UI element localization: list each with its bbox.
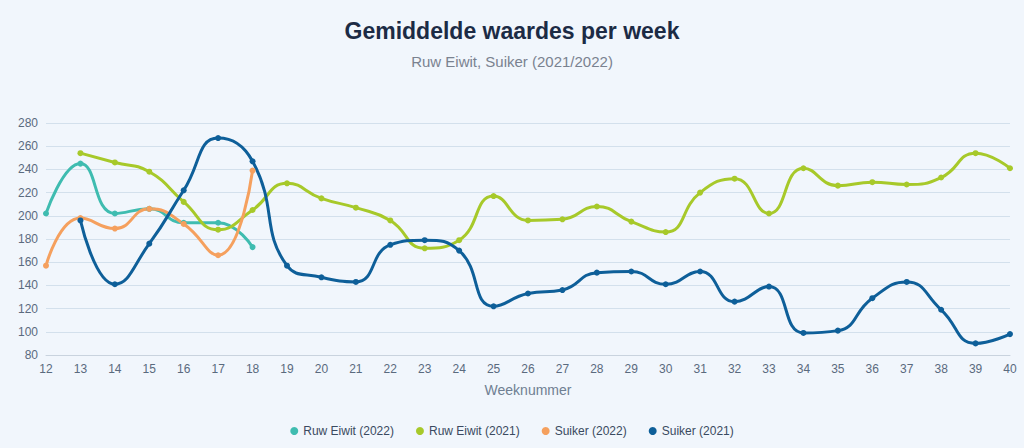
svg-text:40: 40 — [1003, 362, 1017, 376]
svg-text:22: 22 — [384, 362, 398, 376]
svg-text:80: 80 — [25, 348, 39, 362]
svg-text:18: 18 — [246, 362, 260, 376]
svg-text:33: 33 — [762, 362, 776, 376]
svg-text:20: 20 — [315, 362, 329, 376]
svg-text:19: 19 — [280, 362, 294, 376]
svg-text:100: 100 — [18, 325, 38, 339]
svg-text:28: 28 — [590, 362, 604, 376]
svg-text:21: 21 — [349, 362, 363, 376]
svg-text:12: 12 — [39, 362, 53, 376]
svg-text:31: 31 — [693, 362, 707, 376]
svg-text:36: 36 — [866, 362, 880, 376]
svg-text:260: 260 — [18, 139, 38, 153]
svg-text:32: 32 — [728, 362, 742, 376]
svg-text:23: 23 — [418, 362, 432, 376]
svg-text:27: 27 — [556, 362, 570, 376]
svg-text:140: 140 — [18, 278, 38, 292]
svg-text:Ruw Eiwit, Suiker (2021/2022): Ruw Eiwit, Suiker (2021/2022) — [411, 53, 613, 70]
svg-text:160: 160 — [18, 255, 38, 269]
svg-text:Suiker (2022): Suiker (2022) — [555, 424, 627, 438]
svg-text:16: 16 — [177, 362, 191, 376]
svg-text:120: 120 — [18, 302, 38, 316]
svg-text:39: 39 — [969, 362, 983, 376]
svg-text:38: 38 — [934, 362, 948, 376]
svg-text:180: 180 — [18, 232, 38, 246]
svg-text:240: 240 — [18, 162, 38, 176]
svg-text:Suiker (2021): Suiker (2021) — [662, 424, 734, 438]
svg-text:Ruw Eiwit (2021): Ruw Eiwit (2021) — [429, 424, 520, 438]
svg-text:Ruw Eiwit (2022): Ruw Eiwit (2022) — [303, 424, 394, 438]
svg-text:24: 24 — [452, 362, 466, 376]
svg-text:Weeknummer: Weeknummer — [485, 382, 572, 398]
svg-text:26: 26 — [521, 362, 535, 376]
svg-text:Gemiddelde waardes per week: Gemiddelde waardes per week — [345, 18, 680, 44]
svg-text:280: 280 — [18, 116, 38, 130]
svg-text:14: 14 — [108, 362, 122, 376]
svg-text:30: 30 — [659, 362, 673, 376]
svg-text:13: 13 — [74, 362, 88, 376]
svg-text:37: 37 — [900, 362, 914, 376]
svg-text:15: 15 — [143, 362, 157, 376]
svg-text:17: 17 — [211, 362, 225, 376]
svg-text:35: 35 — [831, 362, 845, 376]
svg-text:29: 29 — [625, 362, 639, 376]
svg-text:220: 220 — [18, 186, 38, 200]
svg-text:25: 25 — [487, 362, 501, 376]
svg-text:34: 34 — [797, 362, 811, 376]
svg-text:200: 200 — [18, 209, 38, 223]
